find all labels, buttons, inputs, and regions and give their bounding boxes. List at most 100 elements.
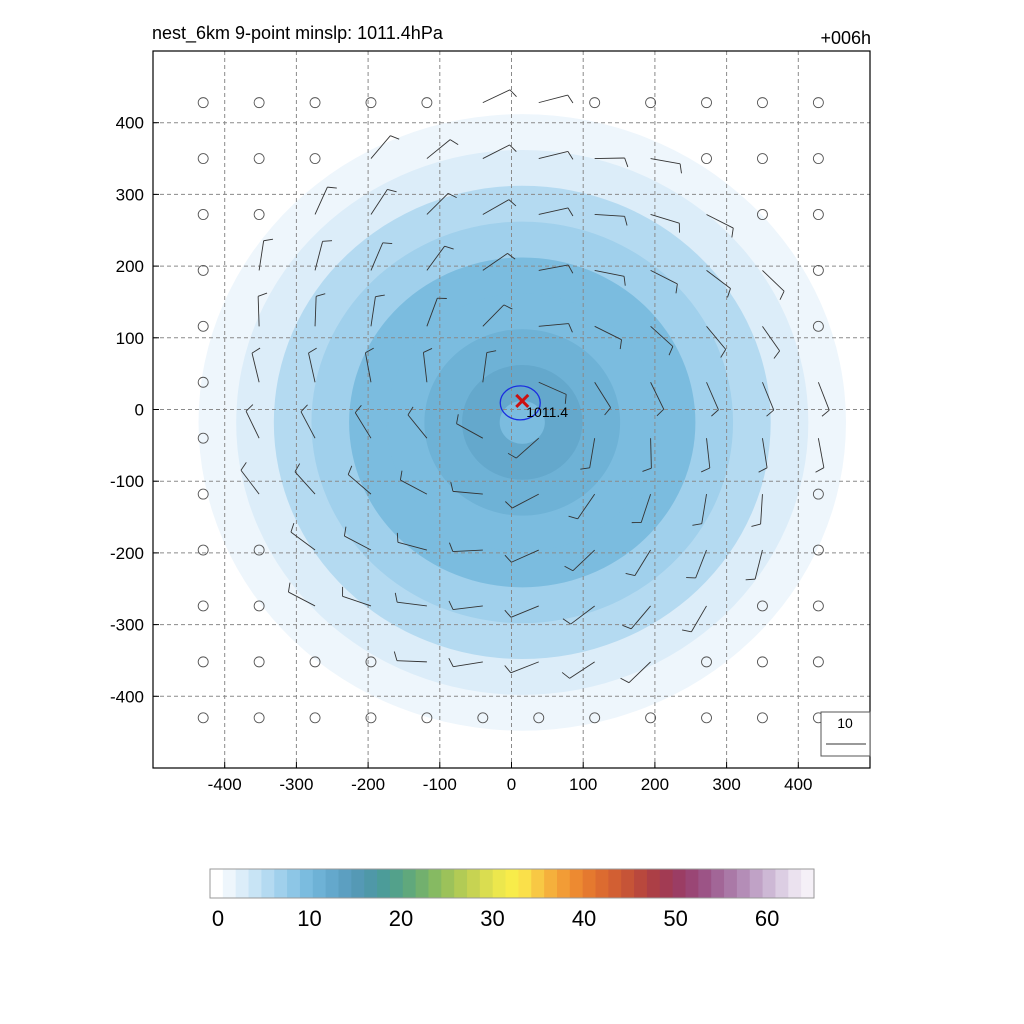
wind-barb [314,296,317,327]
wind-barb-flag [294,463,301,473]
wind-barb [300,411,316,439]
y-tick-label: 300 [116,185,144,204]
wind-barb-flag [619,339,622,350]
wind-barb [482,144,510,159]
wind-barb-flag [240,462,247,471]
wind-barb [628,661,651,684]
wind-barb [364,352,372,383]
colorbar-swatch [492,869,507,898]
calm-wind-circle [812,544,824,556]
wind-barb-flag [300,404,308,412]
x-tick-label: 100 [569,775,597,794]
calm-wind-circle [197,712,209,724]
wind-barb [396,660,427,663]
colorbar-swatch [531,869,545,898]
wind-barb-flag [679,163,682,174]
wind-barb-flag [257,292,268,297]
calm-wind-circle [365,656,377,668]
wind-barb [482,352,488,383]
wind-barb-flag [354,405,362,413]
wind-barb [650,438,652,469]
wind-barb [634,549,651,576]
y-tick-label: 100 [116,329,144,348]
calm-wind-circle [253,712,265,724]
colorbar-swatch [235,869,250,898]
wind-barb-flag [347,465,353,475]
wind-barb [482,89,511,104]
wind-barb-flag [343,526,347,537]
wind-barb [288,591,316,607]
wind-barb [650,270,678,285]
wind-barb [706,382,719,410]
wind-barb [426,139,451,159]
wind-barb-flag [447,192,457,199]
calm-wind-circle [533,712,545,724]
colorbar-swatch [338,869,352,898]
wind-barb [640,493,652,523]
colorbar-swatch [274,869,288,898]
colorbar-swatch [646,869,661,898]
wind-barb [482,199,510,215]
calm-wind-circle [757,600,768,612]
calm-wind-circle [309,153,321,165]
x-tick-label: -400 [208,775,242,794]
wind-barb [510,605,539,618]
colorbar-tick-label: 10 [297,906,321,931]
calm-wind-circle [253,209,265,220]
x-tick-label: -200 [351,775,385,794]
wind-barb-flag [449,139,459,146]
wind-barb-flag [504,665,512,674]
colorbar-swatch [582,869,597,898]
calm-wind-circle [197,600,209,612]
grid-lines [153,51,870,768]
wind-barb [762,270,785,292]
colorbar-swatch [467,869,481,898]
calm-wind-circle [197,488,209,500]
colorbar-swatch [505,869,520,898]
wind-barb [482,253,508,271]
wind-barb [347,474,372,495]
wind-barb-flag [624,157,629,168]
wind-barb [452,605,483,610]
pressure-contour [499,385,541,421]
wind-barb-flag [604,407,611,416]
colorbar-swatch [261,869,275,898]
calm-wind-circle [253,544,265,556]
wind-barb-flag [773,350,780,359]
wind-barb-flag [561,672,570,679]
colorbar-swatch [711,869,725,898]
calm-wind-circle [645,712,657,724]
wind-barb [538,150,568,159]
wind-barbs [197,89,830,724]
wind-barb [422,352,428,383]
colorbar-swatch [364,869,378,898]
wind-barb-flag [567,264,574,274]
wind-barb [344,535,372,551]
wind-barb-flag [675,283,678,294]
colorbar-swatch [749,869,764,898]
wind-barb [397,601,427,607]
wind-barb-flag [308,347,317,354]
wind-barb [650,382,665,410]
wind-barb-flag [625,572,635,577]
wind-barb-flag [731,228,734,238]
colorbar-swatch [724,869,738,898]
calm-wind-circle [197,656,209,668]
wind-barb [426,245,445,271]
wind-barb-flag [668,346,674,356]
wind-barb-flag [448,600,454,610]
colorbar-swatch [325,869,340,898]
wind-barb [538,207,569,215]
wind-barb-flag [375,294,385,298]
wind-barb-flag [692,523,702,526]
wind-barb-flag [624,216,628,226]
colorbar-tick-label: 60 [755,906,779,931]
wind-barb [426,298,438,327]
wind-barb-flag [444,245,454,250]
calm-wind-circle [365,97,377,109]
wind-barb [594,382,612,408]
calm-wind-circle [757,712,768,724]
wind-barb [515,437,540,459]
wind-barb [706,326,727,350]
calm-wind-circle [701,97,712,109]
